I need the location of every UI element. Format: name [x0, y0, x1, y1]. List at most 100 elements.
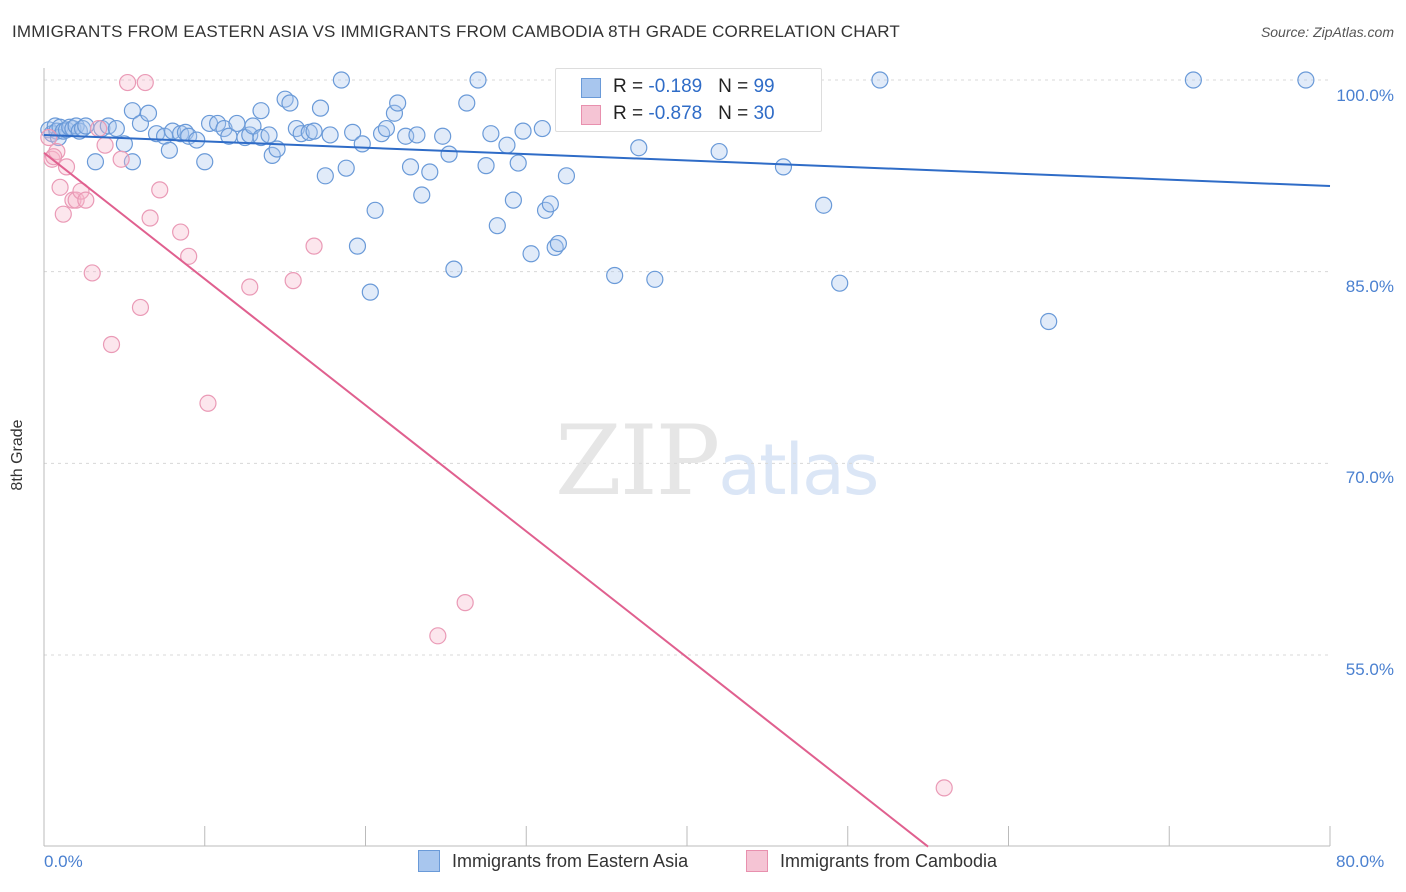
- data-point-cambodia: [284, 272, 302, 290]
- legend-swatch-pink: [746, 850, 768, 872]
- chart-title: IMMIGRANTS FROM EASTERN ASIA VS IMMIGRAN…: [12, 22, 900, 41]
- data-point-eastern-asia: [871, 71, 889, 89]
- y-tick-label: 100.0%: [1336, 86, 1394, 105]
- r-label: R =: [613, 103, 649, 124]
- data-point-cambodia: [96, 136, 114, 154]
- data-point-eastern-asia: [630, 139, 648, 157]
- data-point-cambodia: [54, 205, 72, 223]
- data-point-cambodia: [90, 119, 108, 138]
- data-point-cambodia: [40, 128, 58, 147]
- data-point-cambodia: [199, 394, 217, 412]
- legend-label: Immigrants from Eastern Asia: [452, 850, 689, 871]
- data-point-eastern-asia: [458, 94, 476, 112]
- data-point-cambodia: [48, 142, 66, 161]
- data-point-eastern-asia: [107, 119, 125, 138]
- stats-legend-box: R = -0.189 N = 99 R = -0.878 N = 30: [555, 68, 822, 132]
- data-point-eastern-asia: [1040, 312, 1058, 331]
- source-credit: Source: ZipAtlas.com: [1260, 24, 1394, 40]
- data-point-eastern-asia: [252, 102, 270, 120]
- r-label: R =: [613, 76, 649, 97]
- stats-row-eastern-asia: R = -0.189 N = 99: [581, 76, 775, 98]
- data-point-eastern-asia: [815, 196, 833, 214]
- data-point-eastern-asia: [321, 126, 339, 144]
- data-point-cambodia: [136, 73, 154, 92]
- data-point-eastern-asia: [445, 260, 463, 278]
- data-point-eastern-asia: [477, 157, 495, 175]
- data-point-eastern-asia: [361, 283, 379, 301]
- data-point-cambodia: [429, 627, 447, 645]
- data-point-cambodia: [305, 237, 323, 255]
- data-point-cambodia: [51, 178, 69, 196]
- data-point-eastern-asia: [287, 119, 305, 138]
- data-point-eastern-asia: [366, 201, 384, 219]
- y-axis-label: 8th Grade: [9, 419, 26, 491]
- data-point-eastern-asia: [509, 154, 527, 172]
- data-point-cambodia: [151, 181, 169, 199]
- data-point-cambodia: [131, 298, 150, 317]
- data-point-cambodia: [83, 264, 101, 282]
- data-point-eastern-asia: [123, 153, 142, 171]
- data-point-eastern-asia: [196, 153, 214, 171]
- data-point-eastern-asia: [385, 104, 404, 122]
- r-value: -0.878: [648, 103, 703, 124]
- data-point-eastern-asia: [504, 191, 522, 209]
- data-point-cambodia: [241, 278, 259, 296]
- data-point-eastern-asia: [482, 125, 500, 143]
- trend-line-cambodia: [43, 152, 929, 848]
- data-point-eastern-asia: [139, 104, 158, 122]
- data-point-eastern-asia: [372, 125, 391, 143]
- data-point-eastern-asia: [541, 195, 559, 213]
- data-point-eastern-asia: [389, 94, 407, 112]
- data-point-eastern-asia: [831, 274, 849, 292]
- data-point-eastern-asia: [1297, 71, 1315, 89]
- legend-swatch-blue: [418, 850, 440, 872]
- data-point-eastern-asia: [533, 119, 551, 138]
- data-point-cambodia: [67, 191, 85, 209]
- data-point-eastern-asia: [434, 127, 452, 145]
- n-label: N =: [718, 103, 754, 124]
- data-point-cambodia: [180, 247, 198, 265]
- data-point-cambodia: [45, 148, 63, 166]
- watermark-zip: ZIP: [555, 405, 720, 517]
- n-value: 30: [753, 103, 775, 124]
- y-tick-label: 55.0%: [1345, 660, 1394, 679]
- data-point-eastern-asia: [344, 123, 362, 141]
- data-point-eastern-asia: [498, 136, 516, 154]
- data-point-eastern-asia: [606, 266, 624, 285]
- watermark: ZIPatlas: [555, 405, 879, 517]
- data-point-eastern-asia: [348, 237, 367, 255]
- data-point-cambodia: [141, 209, 159, 227]
- data-point-eastern-asia: [522, 245, 540, 263]
- legend-item-eastern-asia: Immigrants from Eastern Asia: [418, 850, 688, 872]
- r-value: -0.189: [648, 76, 703, 97]
- legend-item-cambodia: Immigrants from Cambodia: [746, 850, 997, 872]
- n-value: 99: [753, 76, 775, 97]
- data-point-eastern-asia: [469, 71, 487, 89]
- data-point-eastern-asia: [646, 270, 664, 288]
- data-point-eastern-asia: [401, 158, 420, 176]
- blue-swatch: [581, 78, 601, 98]
- data-point-eastern-asia: [514, 122, 532, 140]
- data-point-eastern-asia: [557, 167, 576, 185]
- data-point-eastern-asia: [710, 142, 728, 161]
- data-point-cambodia: [118, 73, 137, 92]
- data-point-eastern-asia: [549, 234, 568, 253]
- data-point-eastern-asia: [260, 126, 278, 144]
- data-point-eastern-asia: [353, 135, 371, 153]
- data-point-eastern-asia: [421, 163, 439, 181]
- data-point-cambodia: [57, 158, 76, 176]
- data-point-eastern-asia: [86, 153, 105, 171]
- data-point-eastern-asia: [337, 159, 355, 177]
- data-point-eastern-asia: [228, 114, 246, 133]
- x-tick-label: 0.0%: [44, 852, 83, 871]
- data-point-eastern-asia: [413, 186, 431, 204]
- data-point-eastern-asia: [316, 167, 334, 185]
- y-tick-label: 85.0%: [1345, 277, 1394, 296]
- data-point-eastern-asia: [305, 122, 323, 140]
- x-tick-label: 80.0%: [1336, 852, 1385, 871]
- data-point-eastern-asia: [281, 94, 299, 112]
- data-point-eastern-asia: [377, 119, 395, 138]
- data-point-eastern-asia: [408, 126, 426, 144]
- data-point-cambodia: [72, 182, 90, 200]
